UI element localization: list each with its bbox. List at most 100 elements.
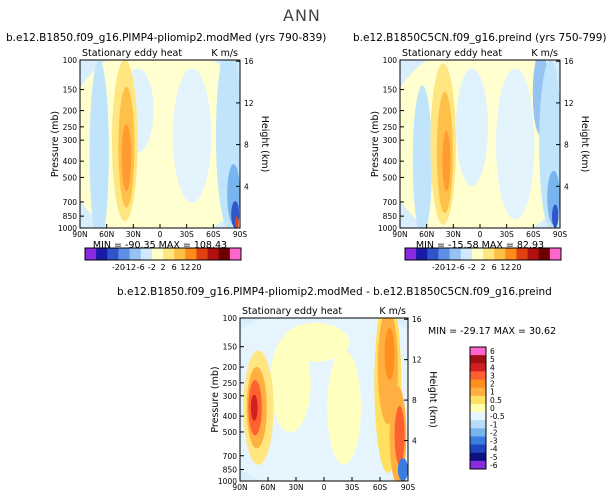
panel2-units: K m/s — [531, 48, 558, 59]
panel3-subtitle: Stationary eddy heat — [242, 306, 342, 317]
y-tick-label: 300 — [223, 392, 238, 401]
y-tick-label: 250 — [63, 123, 78, 132]
colorbar-label: 6 — [172, 263, 177, 272]
colorbar-label: 4 — [490, 363, 495, 372]
colorbar-swatch — [470, 428, 486, 437]
panel1-stats: MIN = -90.35 MAX = 108.43 — [93, 240, 227, 251]
panel2-stats: MIN = -15.58 MAX = 82.93 — [416, 240, 544, 251]
x-tick-label: 0 — [322, 483, 327, 492]
panel1-title: b.e12.B1850.f09_g16.PIMP4-pliomip2.modMe… — [6, 32, 327, 44]
colorbar-swatch — [527, 248, 540, 260]
colorbar-swatch — [470, 452, 486, 462]
y2-axis-label: Height (km) — [259, 116, 270, 173]
y-tick-label: 400 — [223, 412, 238, 421]
colorbar-swatch — [470, 363, 486, 372]
colorbar-swatch — [218, 248, 231, 260]
colorbar-label: -0.5 — [490, 412, 505, 421]
contour-fields — [80, 60, 240, 228]
colorbar-label: 2 — [490, 380, 495, 389]
figure-title: ANN — [283, 6, 321, 25]
contour-region-7 — [121, 123, 132, 192]
colorbar-swatch — [470, 387, 486, 397]
colorbar-frame — [84, 247, 242, 261]
colorbar-label: -6 — [137, 263, 145, 272]
y2-axis-label: Height (km) — [579, 116, 590, 173]
panel2 — [399, 59, 561, 229]
colorbar-swatch — [460, 248, 473, 260]
colorbar-swatch — [174, 248, 186, 260]
contour-region-1 — [89, 60, 109, 228]
y2-tick-label: 16 — [412, 315, 422, 324]
x-tick-label: 0 — [478, 230, 483, 239]
panel2-title: b.e12.B1850C5CN.f09_g16.preind (yrs 750-… — [353, 32, 607, 44]
colorbar-label: 3 — [490, 371, 495, 380]
x-tick-label: 0 — [158, 230, 163, 239]
x-tick-label: 90N — [232, 483, 247, 492]
colorbar-swatch — [483, 248, 495, 260]
colorbar-label: 2 — [160, 263, 165, 272]
colorbar-label: -20 — [432, 263, 445, 272]
contour-region-10 — [384, 327, 395, 380]
colorbar-label: 12 — [500, 263, 510, 272]
contour-region-3 — [172, 68, 212, 203]
x-tick-label: 90N — [392, 230, 407, 239]
colorbar-label: -2 — [490, 428, 498, 437]
colorbar-swatch — [163, 248, 175, 260]
colorbar-swatch — [427, 248, 439, 260]
y-tick-label: 700 — [63, 198, 78, 207]
colorbar-label: -20 — [112, 263, 125, 272]
y-axis-label: Pressure (mb) — [370, 111, 381, 177]
x-tick-label: 30N — [288, 483, 303, 492]
y-tick-label: 250 — [383, 123, 398, 132]
colorbar-label: -2 — [468, 263, 476, 272]
colorbar-swatch — [470, 444, 486, 454]
colorbar-swatch — [129, 248, 142, 260]
y-tick-label: 700 — [223, 452, 238, 461]
colorbar-swatch — [505, 248, 517, 260]
x-tick-label: 60S — [206, 230, 221, 239]
colorbar-swatch — [405, 248, 417, 260]
y2-tick-label: 8 — [412, 396, 417, 405]
panel3-units: K m/s — [379, 306, 406, 317]
colorbar-swatch — [196, 248, 209, 260]
y2-tick-label: 12 — [412, 356, 422, 365]
x-tick-label: 60S — [526, 230, 541, 239]
colorbar-swatch — [470, 371, 486, 381]
colorbar-panel1 — [84, 247, 242, 261]
colorbar-swatch — [140, 248, 153, 260]
y2-tick-label: 4 — [244, 182, 249, 191]
colorbar-swatch — [185, 248, 197, 260]
y-tick-label: 850 — [63, 212, 78, 221]
colorbar-label: -12 — [123, 263, 136, 272]
y-tick-label: 400 — [383, 157, 398, 166]
contour-region-10 — [552, 204, 559, 228]
colorbar-swatch — [416, 248, 428, 260]
colorbar-label: 0.5 — [490, 396, 502, 405]
y-tick-label: 100 — [383, 56, 398, 65]
contour-region-7 — [250, 394, 258, 421]
colorbar-swatch — [207, 248, 220, 260]
colorbar-swatch — [118, 248, 131, 260]
colorbar-swatch — [470, 379, 486, 389]
y-tick-label: 1000 — [378, 224, 397, 233]
contour-region-1 — [412, 85, 432, 228]
x-tick-label: 30S — [180, 230, 195, 239]
colorbar-swatch — [471, 248, 484, 260]
y-axis-label: Pressure (mb) — [50, 111, 61, 177]
colorbar-label: -4 — [490, 445, 498, 454]
colorbar-label: 20 — [191, 263, 201, 272]
colorbar-label: 2 — [480, 263, 485, 272]
y-tick-label: 1000 — [58, 224, 77, 233]
colorbar-swatch — [470, 436, 486, 446]
y-tick-label: 200 — [63, 107, 78, 116]
y-tick-label: 850 — [383, 212, 398, 221]
colorbar-frame — [469, 346, 487, 470]
x-tick-label: 60N — [419, 230, 434, 239]
colorbar-swatch — [470, 347, 486, 356]
colorbar-swatch — [107, 248, 119, 260]
panel3 — [239, 317, 409, 482]
y-tick-label: 700 — [383, 198, 398, 207]
colorbar-label: -1 — [490, 420, 498, 429]
y2-tick-label: 4 — [412, 437, 417, 446]
y-tick-label: 500 — [223, 428, 238, 437]
